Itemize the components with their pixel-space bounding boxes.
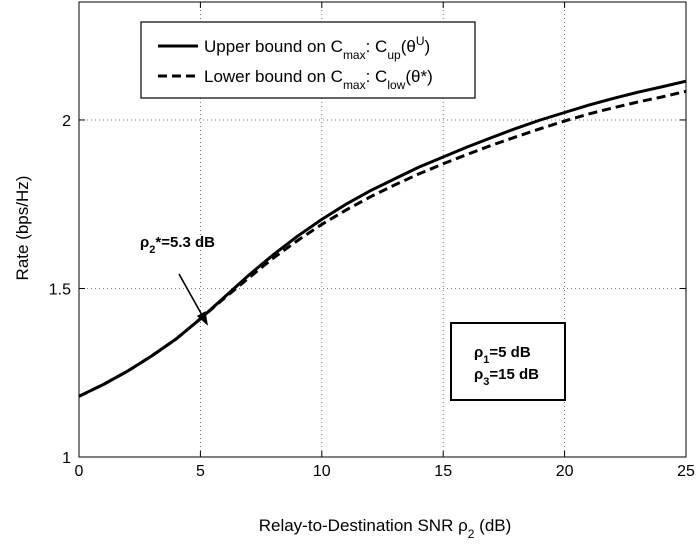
parameter-box: ρ1=5 dB ρ3=15 dB <box>450 322 566 401</box>
y-tick-label: 1.5 <box>49 281 71 298</box>
legend: Upper bound on Cmax: Cup(θU) Lower bound… <box>140 21 476 99</box>
annotation: ρ2*=5.3 dB <box>140 234 215 326</box>
plot-frame <box>78 1 687 458</box>
x-tick-label: 15 <box>434 463 452 480</box>
legend-entry-lower: Lower bound on Cmax: Clow(θ*) <box>204 67 433 92</box>
x-tick-label: 0 <box>75 463 84 480</box>
annotation-arrow <box>178 273 208 326</box>
series-line-lower-bound <box>78 89 687 398</box>
x-axis-label-sub: 2 <box>468 527 475 541</box>
legend-box <box>140 21 476 99</box>
annotation-label: ρ2*=5.3 dB <box>140 234 215 256</box>
x-axis-label: Relay-to-Destination SNR ρ2 (dB) <box>259 516 512 541</box>
y-tick-label: 2 <box>62 113 71 130</box>
x-tick-label: 20 <box>556 463 574 480</box>
axis-ticks: 0 5 10 15 20 25 1 1.5 2 <box>49 2 695 480</box>
parameter-rho1: ρ1=5 dB <box>474 344 531 366</box>
x-axis-label-tail: (dB) <box>474 516 511 535</box>
x-axis-label-main: Relay-to-Destination SNR ρ <box>259 516 468 535</box>
x-tick-label: 25 <box>677 463 695 480</box>
x-tick-label: 5 <box>196 463 205 480</box>
y-tick-label: 1 <box>62 450 71 467</box>
parameter-rho3: ρ3=15 dB <box>474 366 539 388</box>
x-tick-label: 10 <box>313 463 331 480</box>
legend-entry-upper: Upper bound on Cmax: Cup(θU) <box>204 34 430 62</box>
series-layer <box>78 79 687 398</box>
parameter-box-frame <box>450 322 566 401</box>
y-axis-label: Rate (bps/Hz) <box>13 176 32 281</box>
